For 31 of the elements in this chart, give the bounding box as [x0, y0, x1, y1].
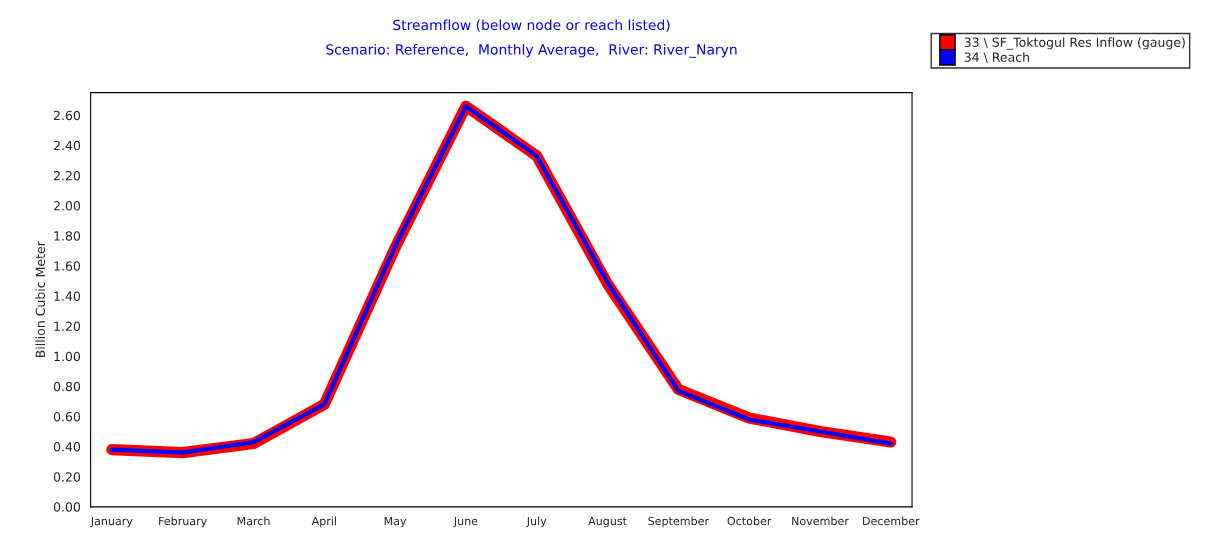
- y-tick-label: 1.20: [54, 321, 81, 332]
- x-tick-label: August: [588, 516, 627, 528]
- y-tick-label: 1.40: [54, 291, 81, 301]
- y-tick-label: 2.60: [53, 110, 81, 121]
- y-tick-label: 0.20: [53, 472, 81, 482]
- y-tick-label: 2.40: [53, 140, 81, 151]
- y-tick-label: 0.00: [53, 502, 81, 512]
- x-tick-label: January: [90, 516, 133, 528]
- x-tick-label: September: [648, 516, 710, 528]
- y-tick-label: 1.60: [54, 261, 81, 271]
- x-tick-label: December: [863, 516, 920, 526]
- legend-label: 33 \ SF_Toktogul Res Inflow (gauge): [964, 37, 1185, 50]
- y-tick-label: 2.20: [53, 170, 81, 181]
- x-tick-label: May: [384, 516, 407, 528]
- y-tick-label: 2.00: [53, 201, 81, 211]
- chart-title: Streamflow (below node or reach listed): [393, 19, 670, 32]
- x-tick-label: March: [237, 516, 270, 526]
- x-tick-label: November: [792, 516, 849, 526]
- x-tick-label: July: [526, 516, 547, 528]
- x-tick-label: October: [727, 516, 772, 526]
- x-tick-label: April: [311, 516, 336, 528]
- y-axis-title: Billion Cubic Meter: [35, 241, 46, 358]
- x-tick-label: June: [453, 516, 478, 528]
- legend-label: 34 \ Reach: [964, 52, 1029, 63]
- y-tick-label: 1.00: [54, 351, 81, 362]
- x-tick-label: February: [159, 516, 207, 528]
- y-tick-label: 0.80: [53, 381, 81, 392]
- y-tick-label: 0.60: [53, 411, 81, 422]
- y-tick-label: 1.80: [54, 231, 81, 241]
- chart-subtitle: Scenario: Reference, Monthly Average, River: River_Naryn: [326, 43, 737, 58]
- y-tick-label: 0.40: [53, 442, 81, 452]
